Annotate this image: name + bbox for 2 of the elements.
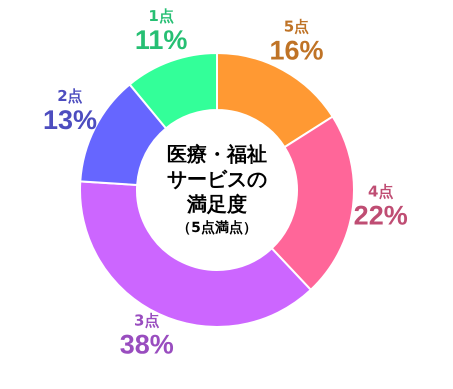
text: 医療・福祉サービスの満足度 [166, 142, 268, 217]
text: （5点満点） [176, 219, 258, 237]
